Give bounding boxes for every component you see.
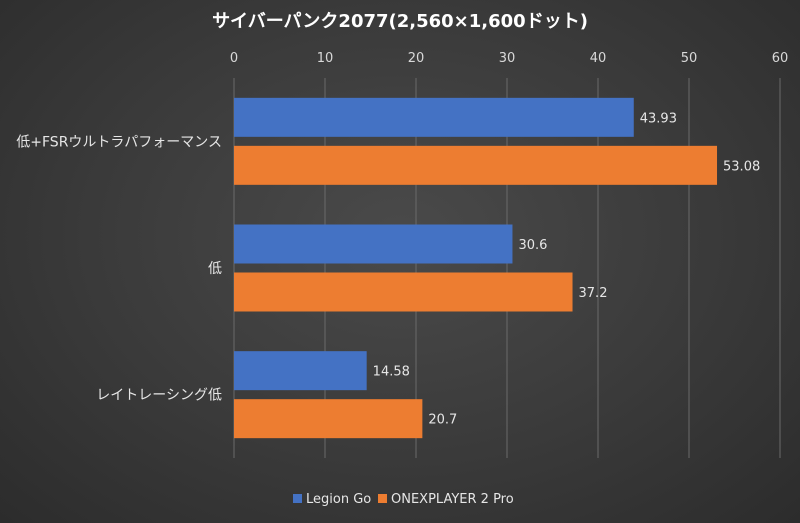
x-tick-label: 0 <box>230 51 238 66</box>
legend-swatch <box>378 494 387 503</box>
bar-onexplayer-2-pro <box>234 272 573 312</box>
legend-swatch <box>293 494 302 503</box>
chart-title: サイバーパンク2077(2,560×1,600ドット) <box>212 11 588 32</box>
data-label: 43.93 <box>640 111 677 126</box>
data-label: 14.58 <box>373 365 410 380</box>
x-tick-label: 20 <box>408 51 425 66</box>
x-axis-ticks: 0 10 20 30 40 50 60 <box>230 51 788 66</box>
category-label: 低 <box>208 261 222 277</box>
x-tick-label: 60 <box>772 51 789 66</box>
bar-legion-go <box>234 351 367 391</box>
bar-legion-go <box>234 97 634 137</box>
data-label: 53.08 <box>723 159 760 174</box>
legend: Legion Go ONEXPLAYER 2 Pro <box>293 492 514 507</box>
bar-onexplayer-2-pro <box>234 399 423 439</box>
x-tick-label: 30 <box>499 51 516 66</box>
bar-legion-go <box>234 224 513 264</box>
legend-label: ONEXPLAYER 2 Pro <box>391 492 514 507</box>
x-tick-label: 10 <box>317 51 334 66</box>
legend-label: Legion Go <box>306 492 371 507</box>
data-label: 30.6 <box>518 238 547 253</box>
data-label: 20.7 <box>428 413 457 428</box>
bars <box>234 97 718 439</box>
data-labels: 43.93 53.08 30.6 37.2 14.58 20.7 <box>373 111 761 427</box>
x-tick-label: 40 <box>590 51 607 66</box>
category-label: 低+FSRウルトラパフォーマンス <box>16 134 222 150</box>
data-label: 37.2 <box>579 286 608 301</box>
gridlines <box>233 78 781 458</box>
x-tick-label: 50 <box>681 51 698 66</box>
category-label: レイトレーシング低 <box>96 388 222 404</box>
bar-onexplayer-2-pro <box>234 145 718 185</box>
